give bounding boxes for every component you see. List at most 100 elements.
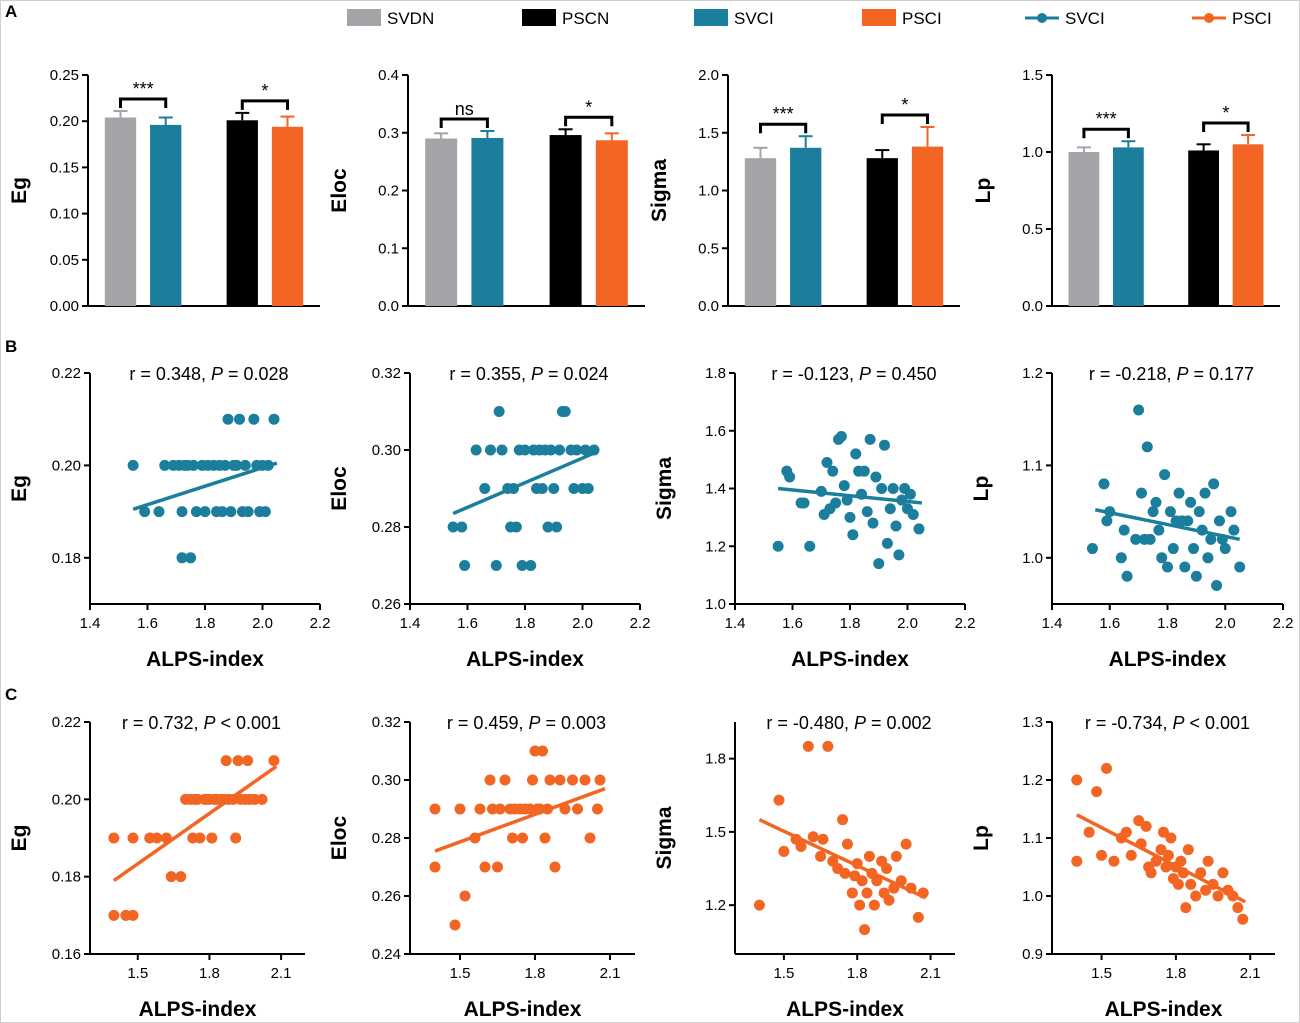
x-tick-label: 1.4	[400, 615, 421, 632]
data-point	[1125, 849, 1137, 861]
data-point	[219, 459, 231, 471]
data-point	[199, 506, 211, 518]
scatter-b-sigma: 1.0 1.2 1.4 1.6 1.8 1.4 1.6 1.8 2.0 2.2 ALPS-index…	[653, 364, 975, 671]
data-point	[868, 899, 880, 911]
data-point	[881, 537, 893, 549]
x-tick-label: 2.1	[600, 965, 621, 982]
y-axis: 0.9 1.0 1.1 1.2 1.3	[1022, 714, 1053, 963]
bar-psci	[595, 140, 628, 306]
data-point	[139, 506, 151, 518]
p-symbol: P	[528, 713, 540, 733]
data-point	[548, 483, 560, 494]
data-point	[1217, 867, 1229, 879]
data-point	[1182, 515, 1194, 527]
data-point	[176, 506, 188, 518]
legend-swatch	[862, 9, 896, 26]
y-tick-label: 0.18	[52, 869, 81, 886]
correlation-r: r = -0.480,	[766, 713, 854, 733]
y-tick-label: 0.28	[372, 830, 401, 847]
correlation-title: r = 0.355, P = 0.024	[449, 364, 608, 384]
x-tick-label: 1.6	[457, 615, 478, 632]
y-axis-title: Eloc	[328, 466, 351, 511]
data-point	[1118, 524, 1130, 536]
x-axis-title: ALPS-index	[146, 648, 264, 671]
y-axis-title: Eloc	[328, 168, 351, 213]
y-tick-label: 0.28	[372, 519, 401, 536]
data-point	[1145, 867, 1157, 879]
data-point	[1190, 570, 1202, 582]
y-tick-label: 1.2	[1022, 365, 1043, 382]
x-tick-label: 1.5	[127, 965, 148, 982]
data-point	[870, 471, 882, 483]
y-axis: 0.24 0.26 0.28 0.30 0.32	[372, 714, 411, 963]
y-tick-label: 1.4	[705, 481, 726, 498]
scatter-c-lp: 0.9 1.0 1.1 1.2 1.3 1.5 1.8 2.1 ALPS-index Lp r = …	[970, 713, 1275, 1021]
data-point	[188, 459, 199, 471]
x-tick-label: 1.8	[847, 965, 868, 982]
correlation-r: r = -0.123,	[771, 364, 859, 384]
data-point	[159, 459, 171, 471]
panel-label-B: B	[5, 337, 17, 356]
x-tick-label: 2.2	[310, 615, 331, 632]
data-point	[1162, 561, 1173, 573]
data-point	[1133, 815, 1145, 827]
data-point	[890, 850, 902, 862]
legend-label: SVCI	[1065, 9, 1105, 28]
data-point	[459, 560, 471, 571]
regression-line	[1094, 508, 1241, 542]
y-tick-label: 0.00	[50, 298, 79, 315]
data-point	[494, 803, 506, 815]
x-axis: 1.5 1.8 2.1	[410, 953, 635, 982]
legend-item-pscn-bar: PSCN	[522, 9, 609, 28]
data-point	[459, 890, 471, 902]
scatter-c-eloc: 0.24 0.26 0.28 0.30 0.32 1.5 1.8 2.1 ALPS-index E…	[328, 713, 635, 1021]
bar-svci	[150, 124, 182, 306]
y-tick-label: 0.0	[698, 298, 719, 315]
bar-svdn	[744, 158, 777, 306]
data-point	[1202, 552, 1214, 564]
data-point	[1211, 580, 1223, 592]
data-point	[822, 740, 834, 752]
bar-psci	[271, 126, 304, 306]
y-tick-label: 0.22	[52, 714, 81, 731]
data-point	[1237, 913, 1249, 925]
legend-label: PSCI	[1232, 9, 1272, 28]
legend-label: PSCI	[902, 9, 942, 28]
data-point	[470, 444, 482, 456]
data-point	[507, 832, 518, 844]
data-point	[861, 506, 873, 518]
data-point	[1212, 890, 1224, 902]
correlation-p: = 0.002	[866, 713, 932, 733]
x-tick-label: 2.2	[1273, 615, 1294, 632]
x-tick-label: 1.8	[1165, 965, 1186, 982]
data-point	[496, 444, 508, 456]
legend-item-psci-bar: PSCI	[862, 9, 942, 28]
scatter-c-eg: 0.16 0.18 0.20 0.22 1.5 1.8 2.1 ALPS-index Eg r =…	[8, 713, 305, 1021]
y-tick-label: 0.2	[378, 183, 399, 200]
y-tick-label: 0.0	[1022, 298, 1043, 315]
data-point	[1155, 844, 1167, 856]
data-point	[234, 413, 245, 425]
legend-label: SVDN	[387, 9, 434, 28]
data-point	[817, 833, 829, 845]
significance-label: *	[585, 97, 592, 117]
data-point	[1071, 855, 1083, 867]
legend-dot	[1037, 13, 1047, 23]
correlation-title: r = -0.123, P = 0.450	[771, 364, 936, 384]
significance-bracket	[439, 117, 489, 129]
legend: SVDN PSCN SVCI PSCI SVCI PSCI	[347, 9, 1272, 28]
x-tick-label: 1.5	[1091, 965, 1112, 982]
data-point	[827, 465, 839, 477]
data-point	[1219, 543, 1231, 555]
bar-psci	[1232, 144, 1264, 306]
x-tick-label: 1.5	[450, 965, 471, 982]
data-point	[1098, 478, 1110, 490]
regression-line	[452, 450, 598, 516]
x-tick-label: 2.2	[955, 615, 976, 632]
y-axis-title: Eloc	[328, 816, 351, 861]
data-point	[1153, 524, 1165, 536]
data-point	[1200, 884, 1212, 896]
significance-label: *	[1222, 103, 1229, 123]
data-point	[572, 803, 583, 815]
correlation-r: r = -0.734,	[1085, 713, 1173, 733]
